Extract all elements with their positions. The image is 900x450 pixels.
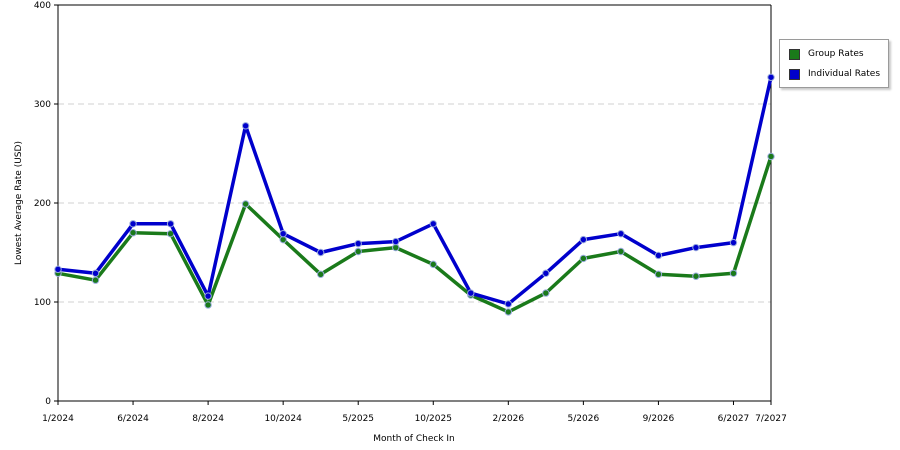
- data-point-group-rates-4: [204, 301, 212, 309]
- series-line-group-rates: [56, 154, 773, 314]
- legend-label-group-rates: Group Rates: [808, 49, 864, 59]
- x-tick-label-6-2024: 6/2024: [117, 414, 149, 424]
- legend-swatch-individual-rates: [789, 68, 800, 80]
- x-tick-label-8-2024: 8/2024: [192, 414, 224, 424]
- legend-item-group-rates: Group Rates: [789, 47, 864, 61]
- legend-swatch-group-rates: [789, 48, 800, 60]
- legend: Group Rates Individual Rates: [779, 39, 889, 88]
- legend-item-individual-rates: Individual Rates: [789, 67, 880, 81]
- data-point-individual-rates-10: [429, 220, 437, 228]
- series-lines: [54, 73, 775, 316]
- data-point-group-rates-1: [91, 276, 100, 284]
- data-point-individual-rates-7: [316, 248, 325, 257]
- data-point-group-rates-6: [279, 235, 287, 244]
- x-tick-label-10-2025: 10/2025: [415, 414, 452, 424]
- data-point-group-rates-10: [429, 260, 437, 269]
- x-tick-label-5-2026: 5/2026: [568, 414, 600, 424]
- data-point-individual-rates-13: [542, 269, 550, 277]
- y-tick-label-100: 100: [34, 298, 51, 308]
- x-tick-label-2-2026: 2/2026: [492, 414, 524, 424]
- data-point-individual-rates-8: [354, 239, 362, 248]
- data-point-group-rates-8: [354, 247, 362, 256]
- data-point-group-rates-15: [617, 247, 625, 256]
- data-point-group-rates-5: [241, 200, 250, 208]
- data-point-group-rates-18: [729, 269, 738, 277]
- series-line-individual-rates: [56, 75, 773, 306]
- data-point-group-rates-7: [316, 270, 325, 278]
- data-point-individual-rates-12: [504, 300, 513, 308]
- data-point-group-rates-17: [692, 272, 700, 280]
- data-point-individual-rates-3: [166, 220, 175, 228]
- data-point-individual-rates-5: [241, 122, 250, 130]
- y-tick-label-0: 0: [45, 397, 51, 407]
- data-point-individual-rates-9: [392, 237, 400, 246]
- x-tick-label-9-2026: 9/2026: [643, 414, 675, 424]
- y-axis-title: Lowest Average Rate (USD): [14, 141, 24, 265]
- gridlines: [58, 103, 771, 303]
- x-axis-title: Month of Check In: [373, 434, 455, 444]
- data-point-individual-rates-18: [729, 238, 738, 247]
- data-point-individual-rates-1: [91, 269, 100, 277]
- y-tick-label-400: 400: [34, 1, 51, 11]
- data-point-individual-rates-15: [617, 229, 625, 238]
- data-point-group-rates-14: [579, 254, 588, 263]
- data-point-group-rates-13: [542, 289, 550, 297]
- data-point-individual-rates-0: [54, 265, 62, 274]
- x-tick-label-6-2027: 6/2027: [718, 414, 750, 424]
- y-tick-label-300: 300: [34, 100, 51, 110]
- data-point-group-rates-2: [129, 229, 137, 237]
- data-point-individual-rates-19: [767, 73, 775, 81]
- legend-label-individual-rates: Individual Rates: [808, 69, 881, 79]
- data-point-group-rates-16: [654, 270, 663, 278]
- x-tick-label-7-2027: 7/2027: [755, 414, 787, 424]
- data-point-individual-rates-17: [692, 243, 700, 252]
- x-tick-label-10-2024: 10/2024: [264, 414, 302, 424]
- data-point-individual-rates-14: [579, 235, 588, 244]
- data-point-individual-rates-11: [467, 289, 475, 297]
- x-tick-label-1-2024: 1/2024: [42, 414, 74, 424]
- data-point-group-rates-19: [767, 152, 775, 161]
- y-tick-label-200: 200: [34, 199, 51, 209]
- data-point-individual-rates-6: [279, 229, 287, 238]
- x-tick-label-5-2025: 5/2025: [342, 414, 374, 424]
- data-point-group-rates-12: [504, 308, 513, 316]
- data-point-individual-rates-2: [129, 220, 137, 228]
- data-point-individual-rates-4: [204, 292, 212, 300]
- axes: 0 100 200 300 400 1/2024 6/2024 8/2024 10/2024 5/…: [34, 1, 787, 424]
- data-point-individual-rates-16: [654, 251, 663, 260]
